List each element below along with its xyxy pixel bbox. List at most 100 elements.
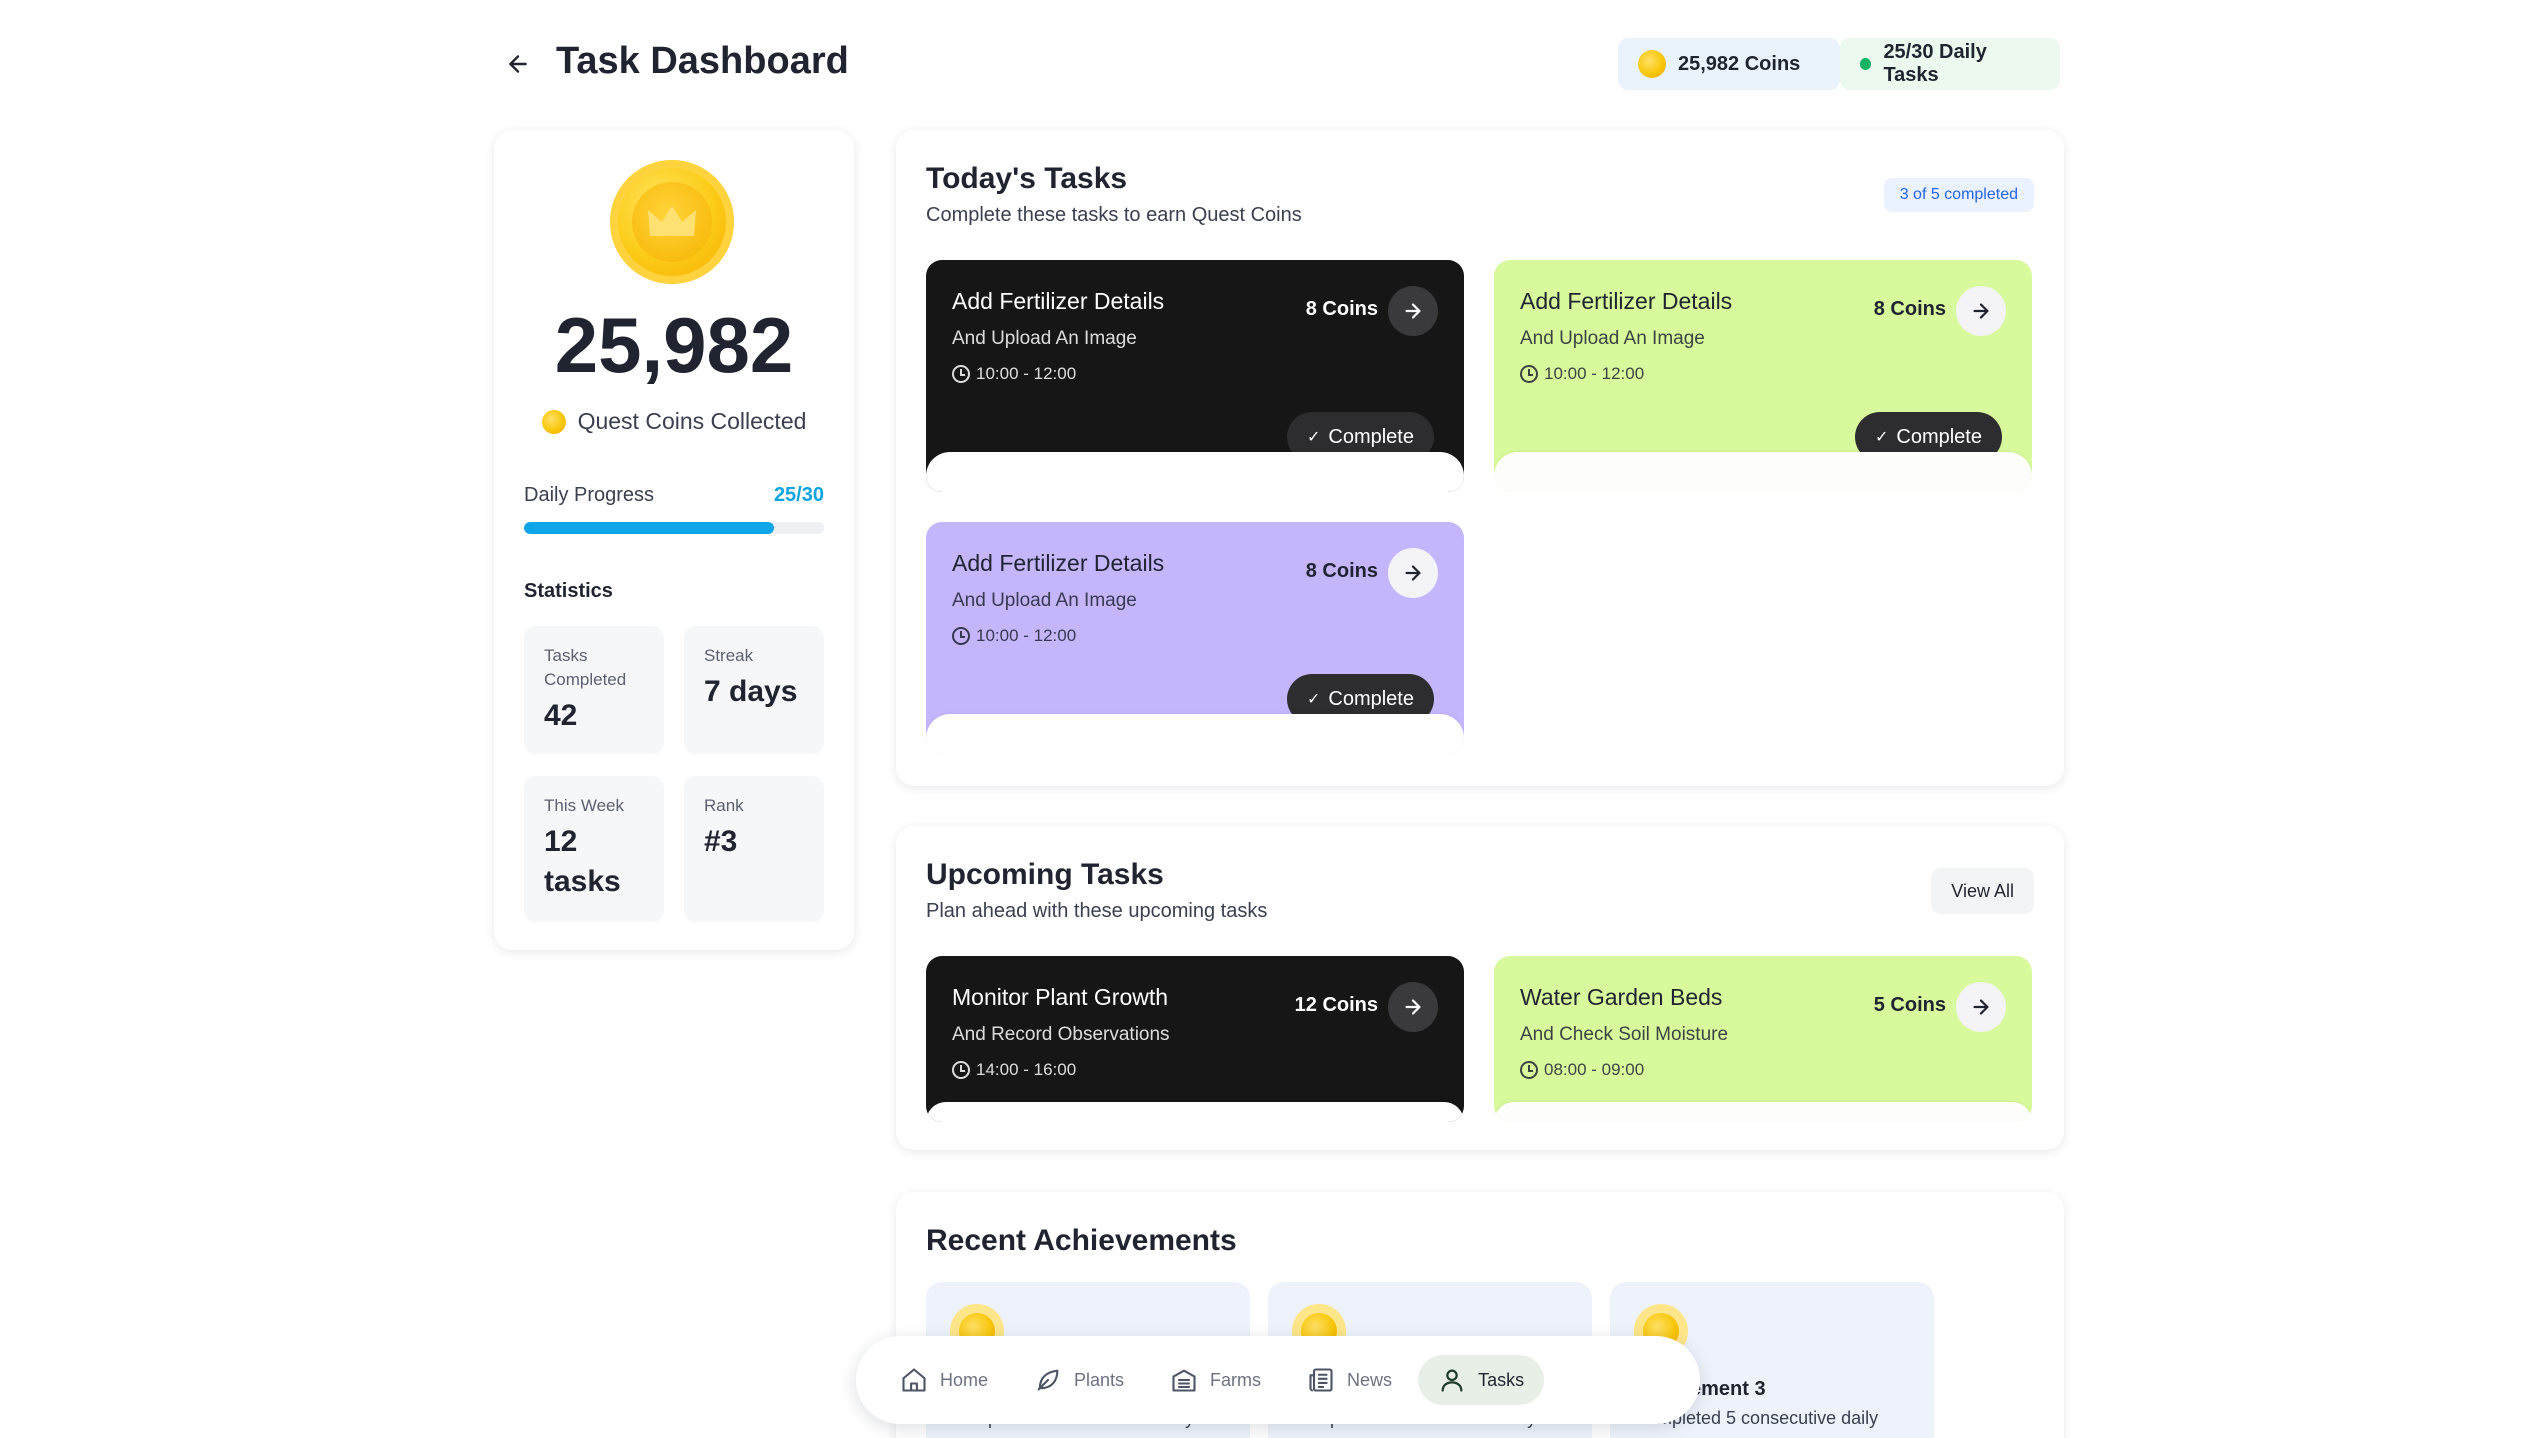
- task-time: 10:00 - 12:00: [1520, 364, 1644, 384]
- stat-label: Tasks Completed: [544, 646, 627, 689]
- task-time-label: 14:00 - 16:00: [976, 1060, 1077, 1079]
- open-task-button[interactable]: [1388, 548, 1438, 598]
- check-icon: ✓: [1306, 429, 1321, 446]
- section-title: Recent Achievements: [926, 1224, 1237, 1257]
- nav-item-label: News: [1347, 1369, 1393, 1390]
- task-card[interactable]: Add Fertilizer Details And Upload An Ima…: [1494, 260, 2032, 492]
- nav-item-tasks[interactable]: Tasks: [1418, 1355, 1545, 1405]
- task-time-label: 10:00 - 12:00: [976, 626, 1077, 645]
- nav-item-label: Farms: [1210, 1369, 1262, 1390]
- arrow-right-icon: [1973, 999, 1989, 1015]
- view-all-button[interactable]: View All: [1931, 868, 2034, 914]
- nav-item-label: Home: [940, 1369, 989, 1390]
- clock-icon: [1520, 365, 1538, 383]
- nav-item-home[interactable]: Home: [880, 1355, 1008, 1405]
- task-coins: 8 Coins: [1305, 560, 1378, 582]
- task-title: Add Fertilizer Details: [1520, 288, 1733, 314]
- task-card-footer: [926, 714, 1464, 754]
- task-card-footer: [926, 452, 1464, 492]
- check-icon: ✓: [1306, 691, 1321, 708]
- stat-label: Streak: [704, 646, 754, 665]
- stat-value: #3: [704, 825, 738, 858]
- nav-item-label: Tasks: [1478, 1369, 1525, 1390]
- quest-coin-icon: [610, 160, 734, 284]
- section-subtitle: Plan ahead with these upcoming tasks: [926, 900, 1268, 922]
- page-title: Task Dashboard: [556, 40, 849, 82]
- stat-this-week: This Week 12 tasks: [524, 776, 664, 922]
- task-title: Monitor Plant Growth: [952, 984, 1169, 1010]
- clock-icon: [952, 627, 970, 645]
- stat-value: 7 days: [704, 675, 798, 708]
- coins-pill-label: 25,982 Coins: [1678, 52, 1801, 75]
- arrow-right-icon: [1973, 303, 1989, 319]
- complete-label: Complete: [1896, 425, 1982, 448]
- daily-tasks-label: 25/30 Daily Tasks: [1883, 41, 1987, 86]
- nav-item-plants[interactable]: Plants: [1014, 1355, 1144, 1405]
- task-description: And Record Observations: [952, 1024, 1170, 1045]
- task-description: And Upload An Image: [952, 590, 1137, 611]
- task-time-label: 10:00 - 12:00: [1544, 364, 1645, 383]
- task-card[interactable]: Water Garden Beds And Check Soil Moistur…: [1494, 956, 2032, 1122]
- task-card[interactable]: Add Fertilizer Details And Upload An Ima…: [926, 260, 1464, 492]
- task-coins: 12 Coins: [1294, 994, 1378, 1016]
- clock-icon: [952, 365, 970, 383]
- clock-icon: [952, 1061, 970, 1079]
- coins-collected-caption: Quest Coins Collected: [494, 408, 854, 435]
- task-coins: 5 Coins: [1873, 994, 1946, 1016]
- nav-item-label: Plants: [1074, 1369, 1125, 1390]
- task-description: And Upload An Image: [1520, 328, 1705, 349]
- leaf-icon: [1037, 1369, 1059, 1391]
- nav-item-news[interactable]: News: [1287, 1355, 1412, 1405]
- task-time: 10:00 - 12:00: [952, 626, 1076, 646]
- task-time-label: 08:00 - 09:00: [1544, 1060, 1645, 1079]
- stat-label: This Week: [544, 796, 624, 815]
- barn-icon: [1172, 1369, 1196, 1392]
- task-description: And Upload An Image: [952, 328, 1137, 349]
- completed-count-badge: 3 of 5 completed: [1883, 178, 2034, 212]
- complete-label: Complete: [1328, 687, 1414, 710]
- task-description: And Check Soil Moisture: [1520, 1024, 1729, 1045]
- stat-streak: Streak 7 days: [684, 626, 824, 754]
- total-coins: 25,982: [554, 301, 794, 389]
- task-time: 10:00 - 12:00: [952, 364, 1076, 384]
- upcoming-tasks-section: Upcoming Tasks Plan ahead with these upc…: [896, 826, 2064, 1150]
- open-task-button[interactable]: [1956, 982, 2006, 1032]
- achievement-description: Completed 5 consecutive daily: [1634, 1408, 1879, 1428]
- task-title: Add Fertilizer Details: [952, 288, 1165, 314]
- arrow-left-icon: [509, 55, 527, 73]
- coin-icon: [1638, 50, 1666, 78]
- newspaper-icon: [1309, 1368, 1333, 1392]
- todays-tasks-section: Today's Tasks Complete these tasks to ea…: [896, 130, 2064, 786]
- daily-progress-value: 25/30: [773, 484, 824, 506]
- stat-label: Rank: [704, 796, 744, 815]
- open-task-button[interactable]: [1388, 982, 1438, 1032]
- task-card-footer: [1494, 1102, 2032, 1122]
- task-time: 08:00 - 09:00: [1520, 1060, 1644, 1080]
- arrow-right-icon: [1405, 303, 1421, 319]
- statistics-title: Statistics: [524, 580, 613, 602]
- coin-icon: [541, 409, 566, 434]
- task-coins: 8 Coins: [1873, 298, 1946, 320]
- crown-icon: [648, 206, 696, 236]
- task-time: 14:00 - 16:00: [952, 1060, 1076, 1080]
- task-card[interactable]: Monitor Plant Growth And Record Observat…: [926, 956, 1464, 1122]
- stat-value: 12 tasks: [544, 825, 621, 898]
- daily-progress-bar: [524, 522, 824, 534]
- stat-value: 42: [544, 699, 578, 732]
- task-card[interactable]: Add Fertilizer Details And Upload An Ima…: [926, 522, 1464, 754]
- task-coins: 8 Coins: [1305, 298, 1378, 320]
- task-card-footer: [926, 1102, 1464, 1122]
- nav-item-farms[interactable]: Farms: [1150, 1355, 1281, 1405]
- back-button[interactable]: [500, 46, 536, 82]
- status-dot-icon: [1860, 58, 1872, 70]
- open-task-button[interactable]: [1388, 286, 1438, 336]
- check-icon: ✓: [1874, 429, 1889, 446]
- coins-pill: 25,982 Coins: [1618, 38, 1840, 90]
- stat-tasks-completed: Tasks Completed 42: [524, 626, 664, 754]
- task-time-label: 10:00 - 12:00: [976, 364, 1077, 383]
- clock-icon: [1520, 1061, 1538, 1079]
- section-title: Today's Tasks: [926, 162, 1128, 195]
- task-title: Add Fertilizer Details: [952, 550, 1165, 576]
- open-task-button[interactable]: [1956, 286, 2006, 336]
- collected-label: Quest Coins Collected: [577, 408, 807, 434]
